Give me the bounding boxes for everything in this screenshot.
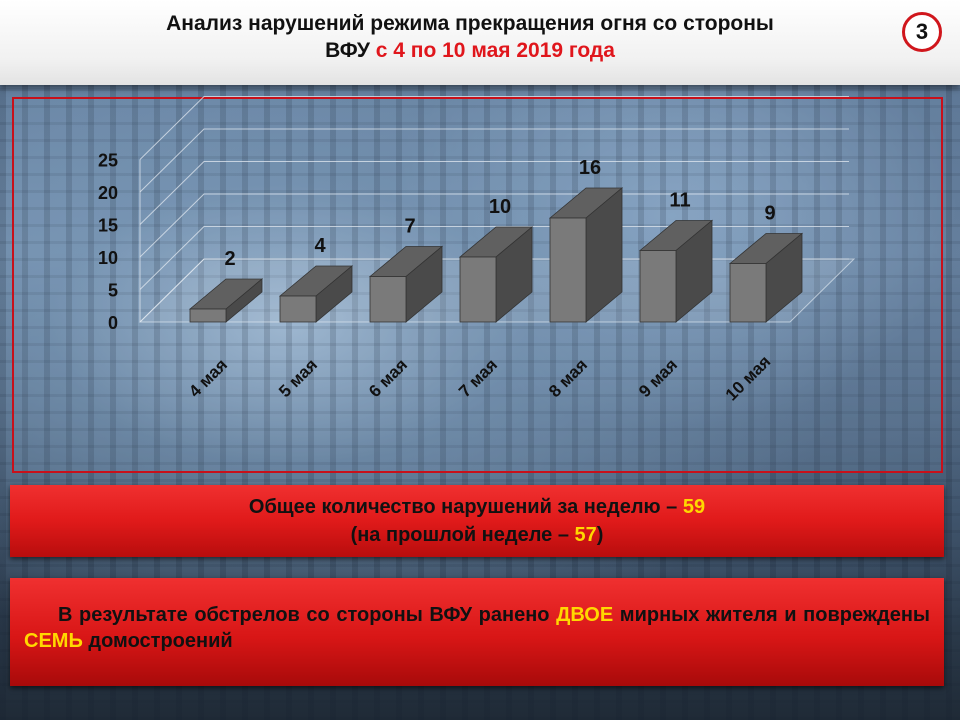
slide-title: Анализ нарушений режима прекращения огня… — [40, 10, 900, 64]
bar-value-label: 11 — [669, 190, 690, 212]
previous-week-suffix: ) — [596, 524, 604, 546]
y-tick-label: 10 — [98, 248, 118, 268]
x-category-label: 8 мая — [545, 355, 591, 401]
weekly-total-panel: Общее количество нарушений за неделю – 5… — [10, 485, 944, 557]
y-tick-label: 0 — [108, 313, 118, 333]
result-text-3: домостроений — [88, 630, 233, 652]
gridline — [139, 128, 849, 193]
bar — [189, 308, 227, 323]
bar-value-label: 10 — [489, 196, 511, 218]
x-category-label: 4 мая — [185, 355, 231, 401]
x-category-label: 7 мая — [455, 355, 501, 401]
y-tick-label: 15 — [98, 216, 118, 236]
previous-week-label: (на прошлой неделе – — [350, 524, 569, 546]
y-tick-label: 20 — [98, 183, 118, 203]
gridline — [139, 96, 849, 160]
bar — [639, 250, 677, 323]
bar-chart: 0 5 10 15 20 25 2 4 мая 4 5 мая 7 6 мая 10 7 мая 16 8 м… — [98, 96, 856, 405]
bar — [729, 263, 767, 323]
header-bar: Анализ нарушений режима прекращения огня… — [0, 0, 960, 85]
x-category-label: 5 мая — [275, 355, 321, 401]
slide-number-badge: 3 — [902, 12, 942, 52]
weekly-total-label: Общее количество нарушений за неделю – — [248, 496, 678, 518]
gridline — [139, 258, 849, 323]
bar-value-label: 2 — [224, 248, 235, 270]
bar-value-label: 4 — [314, 235, 326, 257]
x-category-label: 9 мая — [635, 355, 681, 401]
bar — [459, 256, 497, 323]
result-text-2: мирных жителя и повреждены — [619, 604, 930, 626]
result-text-1: В результате обстрелов со стороны ВФУ ра… — [58, 604, 550, 626]
x-category-label: 6 мая — [365, 355, 411, 401]
x-category-label: 10 мая — [722, 352, 775, 405]
bar-value-label: 9 — [764, 203, 775, 225]
gridline — [139, 193, 849, 258]
bar — [549, 217, 587, 323]
weekly-total-value: 59 — [682, 496, 706, 518]
bar-value-label: 7 — [404, 216, 415, 238]
title-date-range: с 4 по 10 мая 2019 года — [375, 39, 615, 62]
damaged-count: СЕМЬ — [24, 630, 83, 652]
title-line1: Анализ нарушений режима прекращения огня… — [166, 12, 774, 35]
gridline — [139, 226, 849, 290]
bar — [279, 295, 317, 323]
wounded-count: ДВОЕ — [556, 604, 614, 626]
bar — [369, 276, 407, 323]
gridline — [139, 161, 849, 225]
previous-week-value: 57 — [574, 524, 597, 546]
y-tick-label: 25 — [98, 151, 118, 171]
casualties-panel: В результате обстрелов со стороны ВФУ ра… — [10, 578, 944, 686]
y-tick-label: 5 — [108, 281, 118, 301]
title-line2-black: ВФУ — [325, 39, 370, 62]
bar-value-label: 16 — [579, 157, 601, 179]
